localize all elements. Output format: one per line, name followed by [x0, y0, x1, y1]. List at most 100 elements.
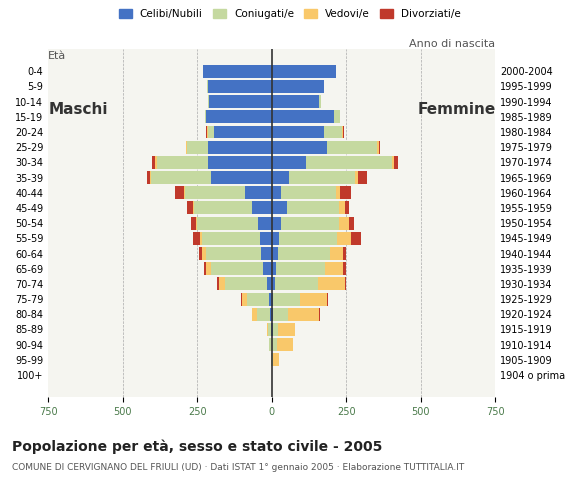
- Bar: [324, 126, 342, 139]
- Text: Maschi: Maschi: [48, 101, 108, 117]
- Bar: [350, 232, 361, 245]
- Bar: [208, 95, 209, 108]
- Bar: [392, 156, 394, 169]
- Bar: [319, 95, 321, 108]
- Bar: [281, 216, 339, 229]
- Bar: [271, 277, 274, 290]
- Bar: [287, 202, 339, 215]
- Bar: [325, 262, 343, 275]
- Bar: [327, 293, 328, 305]
- Bar: [270, 308, 271, 321]
- Bar: [186, 141, 187, 154]
- Bar: [206, 262, 211, 275]
- Bar: [271, 95, 319, 108]
- Bar: [329, 247, 343, 260]
- Bar: [339, 216, 349, 229]
- Bar: [195, 216, 197, 229]
- Bar: [187, 141, 208, 154]
- Bar: [271, 202, 287, 215]
- Bar: [289, 171, 355, 184]
- Bar: [207, 126, 208, 139]
- Bar: [151, 171, 211, 184]
- Bar: [271, 262, 276, 275]
- Bar: [342, 126, 343, 139]
- Bar: [269, 293, 271, 305]
- Bar: [269, 338, 271, 351]
- Bar: [211, 262, 263, 275]
- Bar: [206, 110, 271, 123]
- Bar: [202, 65, 203, 78]
- Bar: [261, 247, 271, 260]
- Bar: [191, 216, 195, 229]
- Bar: [208, 141, 271, 154]
- Bar: [279, 232, 337, 245]
- Bar: [209, 95, 271, 108]
- Bar: [271, 171, 289, 184]
- Bar: [175, 186, 184, 199]
- Bar: [252, 308, 257, 321]
- Bar: [271, 247, 278, 260]
- Bar: [193, 202, 194, 215]
- Bar: [273, 308, 288, 321]
- Bar: [150, 171, 151, 184]
- Bar: [271, 186, 281, 199]
- Bar: [273, 323, 278, 336]
- Bar: [327, 141, 378, 154]
- Bar: [185, 186, 245, 199]
- Bar: [273, 293, 300, 305]
- Bar: [288, 308, 319, 321]
- Bar: [257, 308, 270, 321]
- Text: Età: Età: [48, 51, 67, 60]
- Bar: [199, 247, 202, 260]
- Bar: [268, 323, 271, 336]
- Bar: [219, 277, 225, 290]
- Bar: [349, 216, 354, 229]
- Bar: [184, 186, 185, 199]
- Bar: [281, 186, 336, 199]
- Bar: [203, 65, 271, 78]
- Bar: [300, 293, 327, 305]
- Bar: [258, 216, 271, 229]
- Bar: [206, 126, 207, 139]
- Bar: [271, 293, 273, 305]
- Bar: [204, 262, 206, 275]
- Bar: [208, 80, 271, 93]
- Bar: [273, 353, 279, 366]
- Bar: [271, 232, 279, 245]
- Bar: [271, 216, 281, 229]
- Text: Femmine: Femmine: [417, 101, 495, 117]
- Bar: [340, 186, 350, 199]
- Bar: [319, 308, 320, 321]
- Bar: [345, 277, 346, 290]
- Bar: [271, 110, 334, 123]
- Bar: [247, 293, 269, 305]
- Bar: [193, 232, 200, 245]
- Bar: [343, 262, 346, 275]
- Bar: [271, 65, 336, 78]
- Bar: [211, 171, 271, 184]
- Bar: [272, 338, 277, 351]
- Bar: [241, 293, 242, 305]
- Bar: [225, 277, 267, 290]
- Bar: [271, 353, 273, 366]
- Bar: [339, 202, 345, 215]
- Bar: [157, 156, 208, 169]
- Bar: [153, 156, 155, 169]
- Bar: [343, 126, 344, 139]
- Bar: [202, 232, 260, 245]
- Bar: [271, 156, 306, 169]
- Bar: [205, 110, 206, 123]
- Bar: [271, 323, 273, 336]
- Text: Popolazione per età, sesso e stato civile - 2005: Popolazione per età, sesso e stato civil…: [12, 440, 382, 454]
- Text: COMUNE DI CERVIGNANO DEL FRIULI (UD) · Dati ISTAT 1° gennaio 2005 · Elaborazione: COMUNE DI CERVIGNANO DEL FRIULI (UD) · D…: [12, 463, 464, 472]
- Text: Anno di nascita: Anno di nascita: [409, 39, 495, 49]
- Bar: [345, 202, 349, 215]
- Bar: [336, 186, 340, 199]
- Bar: [271, 338, 272, 351]
- Bar: [343, 247, 346, 260]
- Bar: [260, 232, 271, 245]
- Bar: [277, 338, 293, 351]
- Bar: [263, 262, 271, 275]
- Bar: [276, 262, 325, 275]
- Bar: [278, 323, 295, 336]
